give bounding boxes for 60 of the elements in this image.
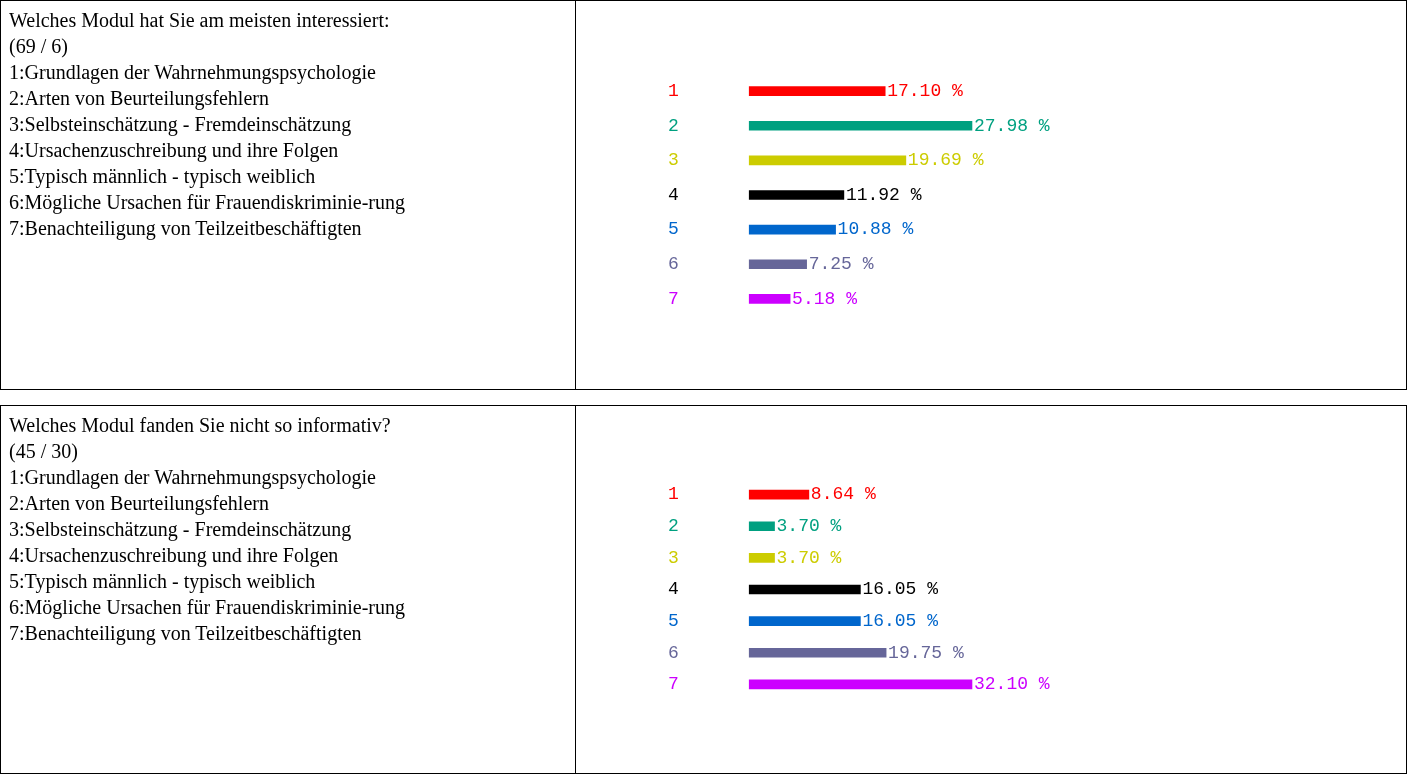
- bar: [748, 120, 973, 131]
- bar: [748, 190, 845, 200]
- data-label: 17.10 %: [887, 80, 963, 101]
- data-label: 10.88 %: [837, 219, 914, 240]
- text: 5:Typisch männlich - typisch weiblich: [9, 164, 317, 189]
- text: 1:Grundlagen der Wahrnehmungspsychologie: [9, 60, 377, 85]
- bar: [748, 679, 973, 690]
- data-label: 3.70 %: [776, 516, 842, 537]
- text: 7:Benachteiligung von Teilzeitbeschäftigten: [9, 216, 363, 241]
- data-label: 27.98 %: [973, 115, 1050, 136]
- text: Welches Modul fanden Sie nicht so informativ?: [9, 413, 392, 438]
- y-tick-label: 6: [667, 254, 679, 275]
- text: 1:Grundlagen der Wahrnehmungspsychologie: [9, 465, 377, 490]
- y-tick-label: 7: [667, 674, 679, 695]
- data-label: 5.18 %: [792, 288, 858, 309]
- y-tick-label: 5: [667, 219, 679, 240]
- y-tick-label: 7: [667, 288, 679, 309]
- bar: [748, 521, 775, 532]
- y-tick-label: 3: [667, 547, 679, 568]
- text: 2:Arten von Beurteilungsfehlern: [9, 86, 270, 111]
- text: 2:Arten von Beurteilungsfehlern: [9, 491, 270, 516]
- data-label: 11.92 %: [845, 184, 922, 205]
- text: (45 / 30): [9, 439, 79, 464]
- text: 4:Ursachenzuschreibung und ihre Folgen: [9, 543, 340, 568]
- bar: [748, 616, 861, 626]
- data-label: 32.10 %: [973, 674, 1050, 695]
- text: 3:Selbsteinschätzung - Fremdeinschätzung: [9, 112, 353, 137]
- y-tick-label: 2: [667, 115, 679, 136]
- bar: [748, 489, 810, 500]
- data-label: 19.75 %: [888, 642, 964, 663]
- text: Welches Modul hat Sie am meisten interessiert:: [9, 8, 391, 33]
- text: 6:Mögliche Ursachen für Frauendiskriminie-rung: [9, 595, 406, 620]
- data-label: 8.64 %: [810, 484, 876, 505]
- bar: [748, 294, 791, 304]
- text: 3:Selbsteinschätzung - Fremdeinschätzung: [9, 517, 353, 542]
- text: 5:Typisch männlich - typisch weiblich: [9, 569, 317, 594]
- bar: [748, 584, 861, 595]
- y-tick-label: 1: [667, 80, 679, 101]
- data-label: 19.69 %: [907, 150, 984, 171]
- bar: [748, 224, 836, 235]
- data-label: 16.05 %: [862, 610, 939, 631]
- y-tick-label: 1: [667, 484, 679, 505]
- bar: [748, 553, 775, 563]
- y-tick-label: 4: [667, 184, 679, 205]
- text: (69 / 6): [9, 34, 69, 59]
- y-tick-label: 2: [667, 516, 679, 537]
- y-tick-label: 4: [667, 579, 679, 600]
- bar: [748, 259, 807, 270]
- text: 7:Benachteiligung von Teilzeitbeschäftigten: [9, 621, 363, 646]
- bar: [748, 155, 907, 166]
- bar: [748, 86, 886, 96]
- y-tick-label: 6: [667, 642, 679, 663]
- data-label: 7.25 %: [808, 254, 874, 275]
- y-tick-label: 5: [667, 610, 679, 631]
- data-label: 3.70 %: [776, 547, 842, 568]
- text: 4:Ursachenzuschreibung und ihre Folgen: [9, 138, 340, 163]
- text: 6:Mögliche Ursachen für Frauendiskriminie-rung: [9, 190, 406, 215]
- bar: [748, 647, 887, 658]
- data-label: 16.05 %: [862, 579, 939, 600]
- y-tick-label: 3: [667, 150, 679, 171]
